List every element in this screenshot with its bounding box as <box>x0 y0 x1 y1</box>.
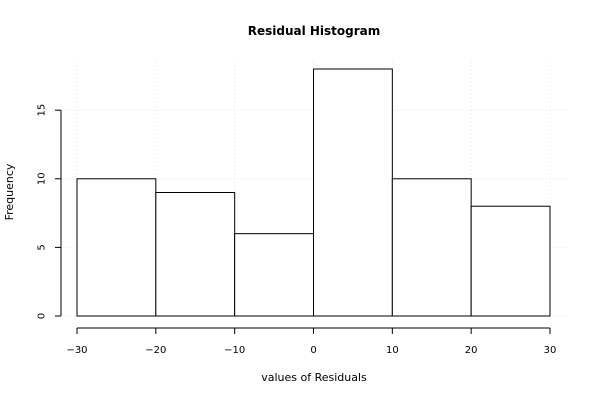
x-tick-label-3: 0 <box>310 345 316 356</box>
chart-title: Residual Histogram <box>248 24 381 38</box>
histogram-bar-5 <box>470 205 551 317</box>
histogram-bar-2 <box>234 233 315 317</box>
y-tick-label-1: 5 <box>37 244 48 250</box>
y-tick-label-2: 10 <box>37 172 48 185</box>
x-axis: −30 −20 −10 0 10 20 30 <box>66 327 557 356</box>
x-tick-label-2: −10 <box>224 345 245 356</box>
y-axis-label: Frequency <box>3 163 16 220</box>
y-axis: 0 5 10 15 <box>37 104 62 319</box>
x-tick-label-1: −20 <box>145 345 166 356</box>
histogram-bar-3 <box>313 68 393 317</box>
y-tick-label-0: 0 <box>37 313 48 319</box>
x-tick-label-4: 10 <box>386 345 399 356</box>
x-tick-label-5: 20 <box>465 345 478 356</box>
histogram-bar-1 <box>155 192 236 317</box>
x-axis-label: values of Residuals <box>261 371 367 384</box>
x-tick-label-6: 30 <box>544 345 557 356</box>
histogram-bar-0 <box>76 178 157 317</box>
histogram-bars <box>76 68 551 317</box>
y-tick-label-3: 15 <box>37 104 48 117</box>
histogram-bar-4 <box>391 178 472 317</box>
x-tick-label-0: −30 <box>66 345 87 356</box>
